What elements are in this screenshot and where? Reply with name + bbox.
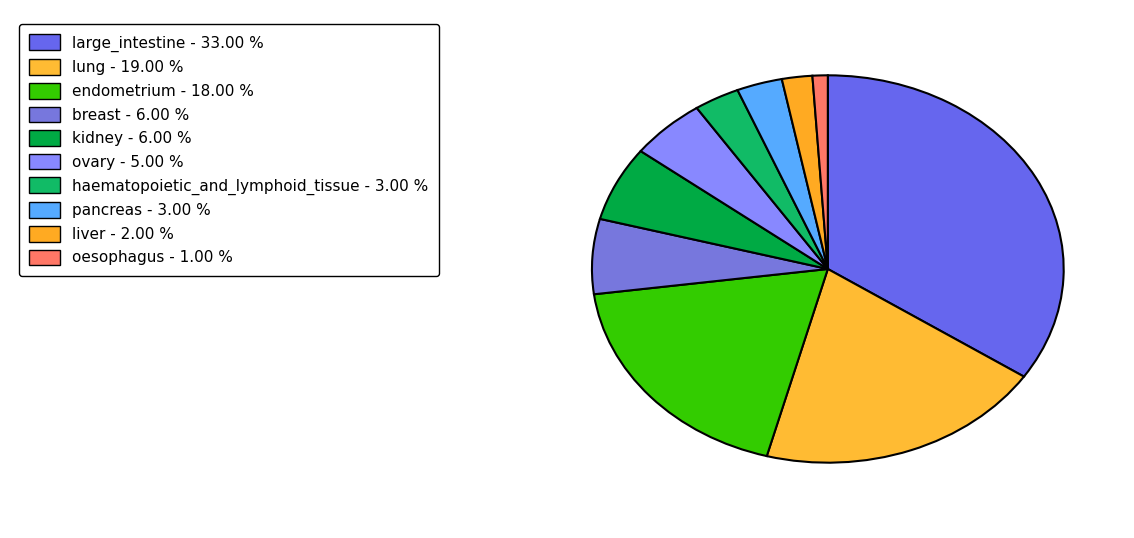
Legend: large_intestine - 33.00 %, lung - 19.00 %, endometrium - 18.00 %, breast - 6.00 : large_intestine - 33.00 %, lung - 19.00 …	[18, 24, 439, 276]
Wedge shape	[767, 269, 1024, 463]
Wedge shape	[737, 79, 828, 269]
Wedge shape	[594, 269, 828, 456]
Wedge shape	[641, 108, 828, 269]
Wedge shape	[828, 75, 1064, 377]
Wedge shape	[592, 219, 828, 294]
Wedge shape	[696, 90, 828, 269]
Wedge shape	[600, 151, 828, 269]
Wedge shape	[812, 75, 828, 269]
Wedge shape	[781, 76, 828, 269]
